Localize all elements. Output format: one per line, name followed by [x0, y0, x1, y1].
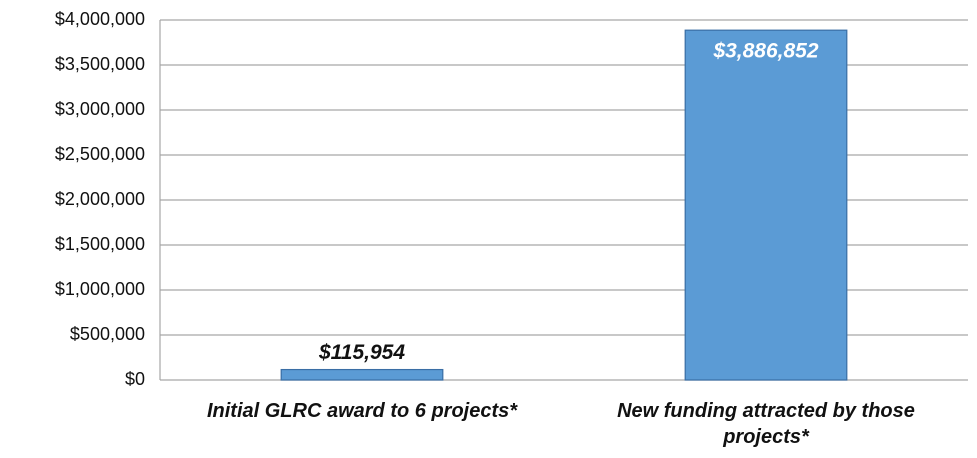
y-tick-label: $3,500,000 — [55, 54, 145, 74]
y-tick-label: $500,000 — [70, 324, 145, 344]
bar — [684, 29, 848, 381]
x-tick-label: New funding attracted by those projects* — [617, 400, 915, 448]
y-tick-label: $3,000,000 — [55, 99, 145, 119]
y-tick-label: $1,500,000 — [55, 234, 145, 254]
data-label: $3,886,852 — [712, 40, 818, 63]
y-tick-label: $2,500,000 — [55, 144, 145, 164]
y-tick-label: $1,000,000 — [55, 279, 145, 299]
x-tick-label: Initial GLRC award to 6 projects* — [206, 400, 518, 422]
y-tick-label: $4,000,000 — [55, 9, 145, 29]
y-tick-label: $0 — [125, 369, 145, 389]
data-label: $115,954 — [318, 341, 405, 364]
bar — [280, 368, 444, 381]
y-tick-label: $2,000,000 — [55, 189, 145, 209]
